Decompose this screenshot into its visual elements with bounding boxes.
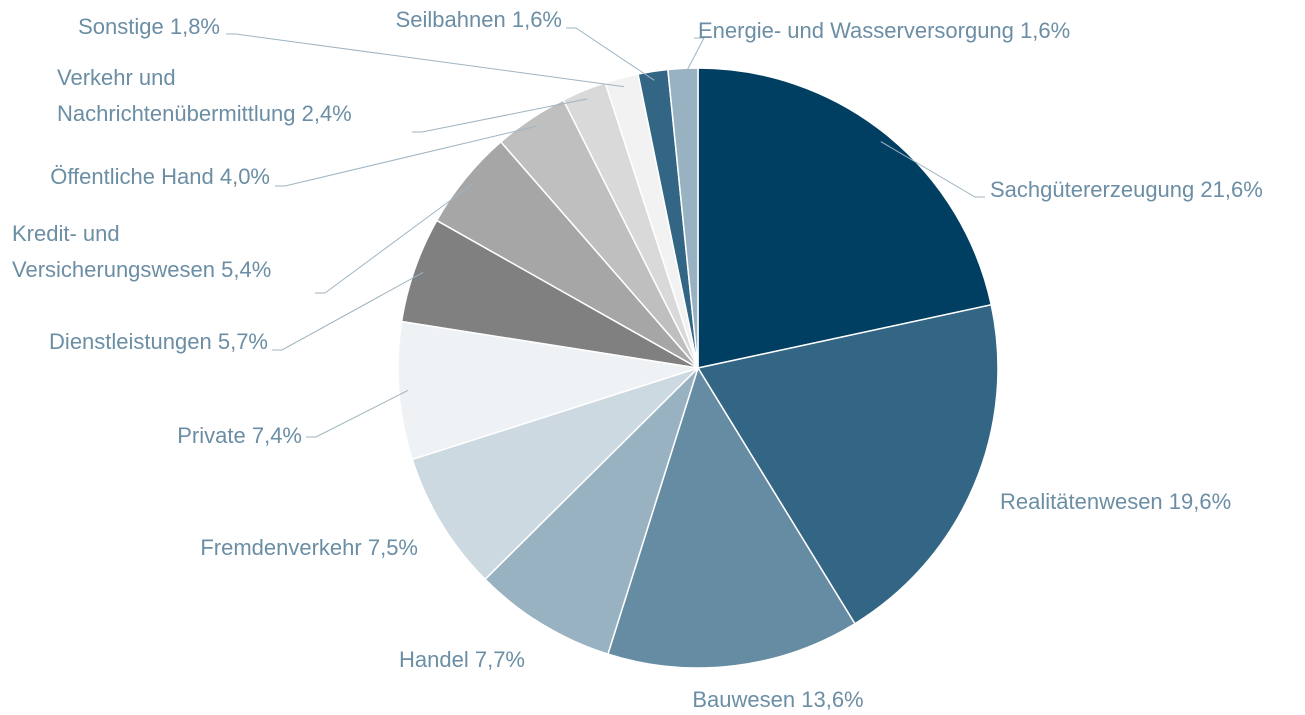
leader-line xyxy=(315,183,473,294)
category-name: Handel xyxy=(399,647,469,672)
pie-slice xyxy=(483,367,699,656)
pie-slice xyxy=(697,67,993,369)
pie-slice xyxy=(696,303,999,625)
leader-line xyxy=(226,33,624,88)
category-name: Kredit- und Versicherungswesen xyxy=(12,221,216,282)
value-label: 5,4% xyxy=(221,257,272,282)
slice-label: Verkehr und Nachrichtenübermittlung 2,4% xyxy=(57,60,387,132)
leader-line xyxy=(272,271,424,351)
value-label: 7,4% xyxy=(251,423,302,448)
category-name: Fremdenverkehr xyxy=(200,535,362,560)
value-label: 19,6% xyxy=(1168,489,1232,514)
slice-label: Private 7,4% xyxy=(177,418,302,454)
leader-line xyxy=(880,141,985,198)
value-label: 1,6% xyxy=(1020,18,1071,43)
value-label: 7,7% xyxy=(474,647,525,672)
category-name: Realitätenwesen xyxy=(1000,489,1163,514)
pie-slice xyxy=(667,67,699,369)
slice-label: Handel 7,7% xyxy=(399,642,525,678)
slice-label: Realitätenwesen 19,6% xyxy=(1000,484,1231,520)
category-name: Öffentliche Hand xyxy=(50,164,214,189)
category-name: Seilbahnen xyxy=(395,7,506,32)
value-label: 5,7% xyxy=(217,329,268,354)
category-name: Dienstleistungen xyxy=(49,329,212,354)
value-label: 21,6% xyxy=(1200,177,1263,202)
category-name: Verkehr und Nachrichtenübermittlung xyxy=(57,65,296,126)
category-name: Energie- und Wasserversorgung xyxy=(698,18,1014,43)
value-label: 1,6% xyxy=(511,7,562,32)
category-name: Bauwesen xyxy=(692,687,796,712)
value-label: 13,6% xyxy=(801,687,864,712)
value-label: 4,0% xyxy=(219,164,270,189)
leader-line xyxy=(275,125,536,187)
leader-line xyxy=(566,27,655,81)
slice-label: Seilbahnen 1,6% xyxy=(396,2,562,38)
slice-label: Dienstleistungen 5,7% xyxy=(49,324,268,360)
slice-label: Kredit- und Versicherungswesen 5,4% xyxy=(12,216,302,288)
slice-label: Bauwesen 13,6% xyxy=(692,682,863,715)
leader-line xyxy=(682,37,705,78)
pie-slice xyxy=(411,367,699,581)
slice-label: Öffentliche Hand 4,0% xyxy=(50,159,270,195)
slice-label: Energie- und Wasserversorgung 1,6% xyxy=(698,13,1070,49)
value-label: 2,4% xyxy=(301,101,352,126)
slice-label: Fremdenverkehr 7,5% xyxy=(200,530,418,566)
leader-line xyxy=(412,98,588,133)
category-name: Private xyxy=(177,423,246,448)
pie-slice xyxy=(606,366,856,669)
pie-slice xyxy=(397,320,699,461)
slice-label: Sachgütererzeugung 21,6% xyxy=(990,172,1263,208)
value-label: 7,5% xyxy=(367,535,418,560)
value-label: 1,8% xyxy=(169,14,220,39)
category-name: Sachgütererzeugung xyxy=(990,177,1195,202)
leader-line xyxy=(306,389,409,438)
category-name: Sonstige xyxy=(78,14,164,39)
slice-label: Sonstige 1,8% xyxy=(78,9,220,45)
